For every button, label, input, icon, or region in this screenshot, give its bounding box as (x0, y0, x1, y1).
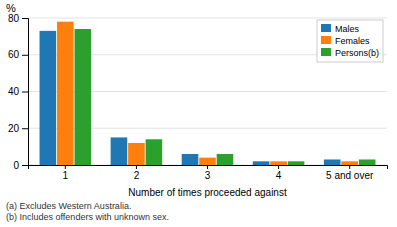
bar (111, 137, 128, 165)
x-tick: 3 (205, 165, 211, 181)
y-tick: 80 (8, 13, 28, 24)
x-tick: 1 (63, 165, 69, 181)
legend-item: Persons(b) (321, 48, 379, 58)
x-tick-label: 2 (134, 170, 140, 181)
bar (270, 161, 287, 165)
y-tick-label: 20 (8, 123, 20, 134)
y-tick: 40 (8, 86, 28, 97)
legend-label: Males (335, 24, 360, 34)
y-tick: 60 (8, 49, 28, 60)
grid-line (28, 18, 387, 19)
bar (199, 158, 216, 165)
legend-frame (317, 20, 383, 62)
x-tick-label: 1 (63, 170, 69, 181)
y-tick-mark (22, 18, 28, 19)
x-axis-line (29, 166, 388, 170)
x-tick-mark (136, 165, 137, 169)
legend-item: Females (321, 36, 370, 46)
y-tick-mark (22, 55, 28, 56)
bar (182, 154, 199, 165)
bar (146, 139, 163, 165)
bar (74, 29, 91, 165)
bar (288, 161, 305, 165)
y-tick-mark (22, 165, 28, 166)
chart: 0 20 40 60 80 1 2 3 4 5 and over Males Females Perso… (0, 0, 397, 227)
x-tick-mark (207, 165, 208, 169)
y-tick: 0 (13, 160, 28, 171)
y-tick-mark (22, 128, 28, 129)
x-tick-mark (278, 165, 279, 169)
y-tick-mark (22, 92, 28, 93)
y-tick-label: 0 (13, 160, 19, 171)
bars (40, 22, 376, 165)
bar (57, 22, 74, 165)
x-tick-mark (65, 165, 66, 169)
bar (217, 154, 234, 165)
x-axis: 1 2 3 4 5 and over (29, 165, 388, 181)
legend-swatch (321, 36, 331, 44)
x-tick-label: 4 (276, 170, 282, 181)
legend-label: Females (335, 36, 370, 46)
y-tick-label: 40 (8, 86, 20, 97)
x-tick-mark (349, 165, 350, 169)
bar (359, 159, 376, 165)
bar (253, 161, 270, 165)
legend-swatch (321, 48, 331, 56)
legend-items: Males Females Persons(b) (321, 24, 379, 58)
y-tick: 20 (8, 123, 28, 134)
bar (128, 143, 145, 165)
bar-series (74, 29, 375, 165)
footnote: (a) Excludes Western Australia. (6, 201, 131, 211)
legend-label: Persons(b) (335, 48, 379, 58)
bar (341, 161, 358, 165)
x-tick-label: 3 (205, 170, 211, 181)
legend-item: Males (321, 24, 360, 34)
legend-swatch (321, 24, 331, 32)
y-axis-line (22, 19, 29, 166)
y-tick-label: 60 (8, 49, 20, 60)
bar (324, 159, 341, 165)
x-tick-label: 5 and over (326, 170, 374, 181)
footnote: (b) Includes offenders with unknown sex. (6, 212, 169, 222)
y-tick-label: 80 (8, 13, 20, 24)
plot: 0 20 40 60 80 1 2 3 4 5 and over Males Females Perso… (8, 13, 388, 181)
grid (28, 18, 387, 165)
x-tick: 4 (276, 165, 282, 181)
legend: Males Females Persons(b) (317, 20, 383, 62)
x-tick: 2 (134, 165, 140, 181)
x-axis-title: Number of times proceeded against (128, 187, 287, 198)
bar-series (57, 22, 358, 165)
y-axis-title: % (6, 2, 16, 14)
x-tick: 5 and over (326, 165, 374, 181)
y-axis: 0 20 40 60 80 (8, 13, 29, 171)
bar (40, 31, 57, 165)
